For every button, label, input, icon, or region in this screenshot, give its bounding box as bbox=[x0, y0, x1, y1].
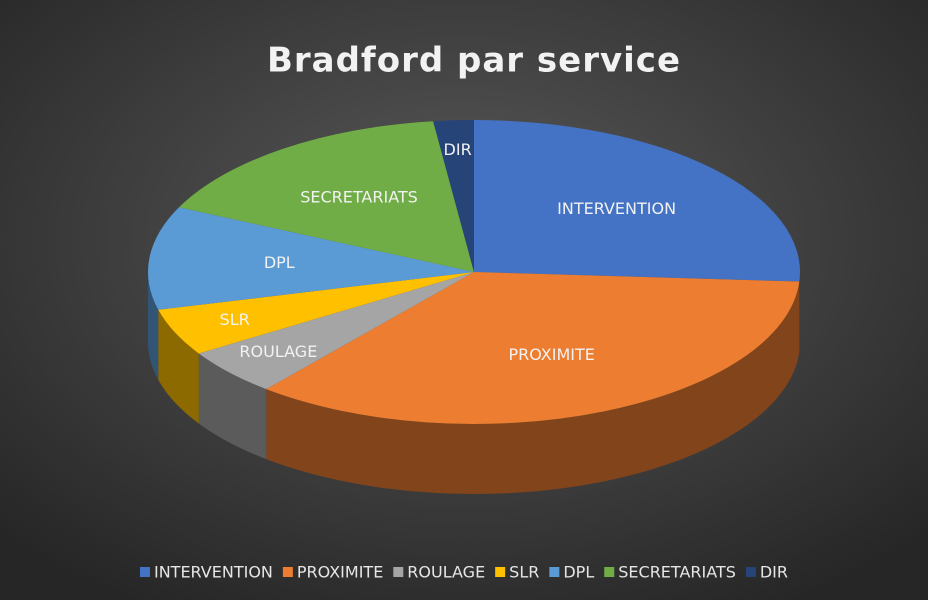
data-label: INTERVENTION bbox=[557, 199, 676, 218]
slice bbox=[147, 207, 474, 310]
legend-label: ROULAGE bbox=[407, 563, 485, 582]
data-label: DIR bbox=[444, 140, 472, 159]
slice bbox=[198, 272, 475, 390]
slice bbox=[158, 272, 474, 354]
legend-label: DIR bbox=[760, 563, 788, 582]
data-label: PROXIMITE bbox=[508, 345, 594, 364]
slice-side bbox=[148, 272, 159, 380]
legend-swatch bbox=[139, 567, 150, 577]
slice-side bbox=[158, 309, 199, 424]
slice bbox=[266, 272, 800, 425]
legend: INTERVENTION PROXIMITE ROULAGE SLR DPL SECRET… bbox=[139, 563, 788, 582]
slice-side bbox=[799, 272, 800, 352]
slice-side bbox=[266, 281, 800, 495]
slice-side bbox=[198, 353, 267, 460]
legend-swatch bbox=[393, 567, 404, 577]
slice bbox=[179, 121, 475, 272]
data-label: SECRETARIATS bbox=[300, 188, 418, 207]
chart-title: Bradford par service bbox=[267, 41, 681, 81]
slice bbox=[433, 120, 474, 272]
data-label: ROULAGE bbox=[239, 342, 317, 361]
legend-swatch bbox=[745, 567, 756, 577]
legend-label: DPL bbox=[563, 563, 594, 582]
data-label: DPL bbox=[264, 253, 295, 272]
legend-swatch bbox=[549, 567, 560, 577]
legend-label: SECRETARIATS bbox=[618, 563, 736, 582]
legend-label: PROXIMITE bbox=[297, 563, 383, 582]
legend-label: SLR bbox=[509, 563, 539, 582]
data-label: SLR bbox=[220, 310, 250, 329]
legend-swatch bbox=[282, 567, 293, 577]
legend-swatch bbox=[604, 567, 615, 577]
legend-label: INTERVENTION bbox=[154, 563, 273, 582]
slice bbox=[474, 120, 800, 282]
legend-swatch bbox=[495, 567, 506, 577]
